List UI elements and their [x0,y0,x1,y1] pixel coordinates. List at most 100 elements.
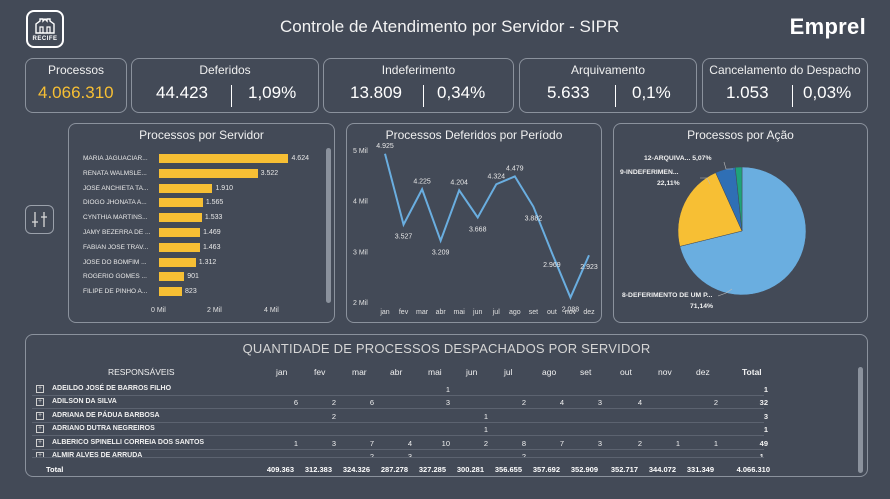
table-cell: 2 [331,411,336,421]
bar-value-label: 901 [187,273,199,281]
page-title: Controle de Atendimento por Servidor - S… [280,17,620,36]
table-cell: 1 [763,385,768,394]
leader-line [700,177,711,185]
bar[interactable] [159,228,201,237]
bar[interactable] [159,287,183,297]
table-cell: 2 [521,452,526,458]
expand-icon[interactable]: + [36,398,44,407]
data-label: 3.527 [395,234,413,241]
column-header[interactable]: jan [276,367,288,377]
table-row[interactable]: + ADILSON DA SILVA 6 2 6 3 2 4 3 4 2 32 [32,396,768,410]
bar[interactable] [159,257,196,267]
city-crest-icon [35,17,55,34]
column-header[interactable]: out [620,367,632,377]
column-header[interactable]: ago [542,367,557,377]
column-header[interactable]: set [580,367,592,377]
bar[interactable] [159,242,200,252]
table-cell: 6 [369,398,374,408]
table-cell: 4 [637,398,642,408]
table-row[interactable]: + ALMIR ALVES DE ARRUDA 2 3 2 13 [32,450,764,458]
bar-category-label: FILIPE DE PINHO A... [83,288,148,296]
bar-category-label: FABIAN JOSÉ TRAV... [83,243,149,251]
table-cell: 1 [675,438,680,448]
kpi-processos-value: 4.066.310 [38,83,114,102]
bar[interactable] [159,154,289,163]
x-tick-label: ago [509,309,521,316]
kpi-separator [231,85,232,107]
table-cell: 4 [407,438,412,448]
column-header[interactable]: dez [696,367,710,377]
kpi-indeferimento-pct: 0,34% [437,83,486,102]
expand-icon[interactable]: + [36,438,44,447]
table-cell: 49 [759,438,768,448]
x-tick-label: mai [454,309,466,316]
kpi-separator [615,85,616,107]
total-cell: 4.066.310 [736,465,770,474]
kpi-arquivamento-pct: 0,1% [632,83,671,102]
table-cell: 1 [445,385,450,394]
table-row[interactable]: + ALBERICO SPINELLI CORREIA DOS SANTOS 1 3 7… [32,437,768,450]
table-cell: 1 [713,438,718,448]
expand-icon[interactable]: + [36,452,44,458]
data-label: 3.209 [432,250,450,257]
table-row[interactable]: + ADRIANO DUTRA NEGREIROS 1 1 [32,423,768,437]
total-cell: 344.072 [648,465,676,474]
expand-icon[interactable]: + [36,425,44,434]
responsavel-name: ADEILDO JOSÉ DE BARROS FILHO [52,385,172,392]
column-header[interactable]: mai [428,367,442,377]
bar-category-label: ROGÉRIO GOMES ... [83,273,147,281]
pie-label-deferimento-pct: 71,14% [690,303,714,310]
table-cell: 3 [331,438,336,448]
table-cell: 2 [483,438,488,448]
table-title: QUANTIDADE DE PROCESSOS DESPACHADOS POR … [242,341,651,356]
data-label: 4.925 [376,143,394,150]
bar[interactable] [159,272,185,282]
total-cell: 331.349 [686,465,714,474]
x-tick-label: set [529,309,538,316]
expand-icon[interactable]: + [36,411,44,420]
x-tick-label: jul [492,309,500,316]
kpi-separator [423,85,424,107]
total-cell: 324.326 [342,465,370,474]
table-row[interactable]: + ADRIANA DE PÁDUA BARBOSA 2 1 3 [32,410,768,423]
column-header[interactable]: jul [504,367,513,377]
table-cell: 7 [559,438,564,448]
column-header[interactable]: nov [658,367,672,377]
total-cell: 312.383 [304,465,332,474]
table-scrollbar[interactable] [858,367,863,473]
bar[interactable] [159,213,202,223]
total-label: Total [46,465,64,474]
bar[interactable] [159,183,213,193]
pie-slice[interactable] [677,172,743,247]
table-cell: 2 [713,398,718,408]
column-header[interactable]: abr [390,367,403,377]
expand-icon[interactable]: + [36,385,44,393]
column-header[interactable]: Total [742,367,762,377]
pie-slice[interactable] [734,166,743,232]
column-header[interactable]: jun [466,367,478,377]
table-cell: 1 [763,425,768,435]
pie-slice[interactable] [679,166,807,296]
column-header-responsaveis[interactable]: RESPONSÁVEIS [108,367,175,377]
deferidos-line-chart: 5 Mil 4 Mil 3 Mil 2 Mil 4.925 jan 3.527 fev 4.22… [353,143,598,316]
bar-value-label: 1.312 [198,258,217,266]
table-cell: 3 [597,398,602,408]
table-cell: 2 [369,452,374,458]
bar[interactable] [159,168,258,178]
bar-category-label: RENATA WALMSLE... [83,169,147,177]
kpi-deferidos-value: 44.423 [156,83,208,102]
table-row[interactable]: + ADEILDO JOSÉ DE BARROS FILHO 1 1 [32,383,768,396]
series-line[interactable] [384,153,590,301]
column-header[interactable]: fev [314,367,326,377]
bar-value-label: 1.533 [204,214,223,222]
total-cell: 352.717 [610,465,638,474]
bar[interactable] [159,198,203,208]
filter-button[interactable] [25,205,54,234]
bar-value-label: 1.910 [215,184,233,192]
data-label: 4.225 [413,178,431,185]
column-header[interactable]: mar [352,367,367,377]
table-cell: 4 [559,398,564,408]
responsavel-name: ALBERICO SPINELLI CORREIA DOS SANTOS [52,438,205,446]
table-cell: 1 [483,411,488,421]
servidor-scrollbar[interactable] [326,148,331,303]
